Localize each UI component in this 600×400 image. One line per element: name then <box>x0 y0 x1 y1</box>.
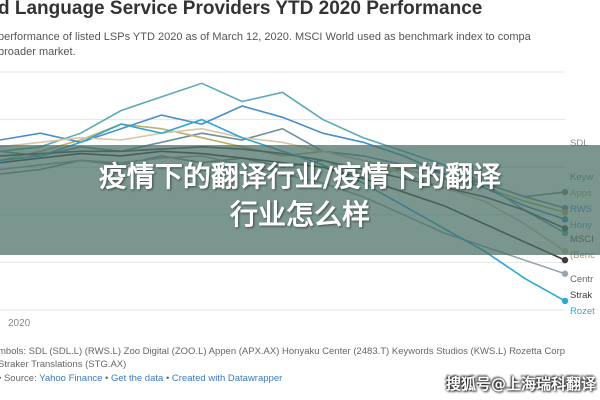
footer-symbols-2: Straker Translations (STG.AX) <box>0 359 126 370</box>
separator-dot: • <box>105 373 109 384</box>
title-overlay-band <box>0 145 600 255</box>
series-label: SDL <box>570 138 588 149</box>
source-link-yahoo[interactable]: Yahoo Finance <box>39 373 103 384</box>
series-label: Strak <box>570 290 592 301</box>
watermark: 搜狐号@上海瑞科翻译 <box>445 375 596 393</box>
datawrapper-link[interactable]: Created with Datawrapper <box>171 373 283 384</box>
source-prefix: • Source: <box>0 373 37 384</box>
series-endpoint-stra <box>561 270 569 277</box>
series-label: Rozet <box>570 306 595 317</box>
series-label: (Benc <box>570 250 595 261</box>
footer-source: • Source: Yahoo Finance • Get the data •… <box>0 373 282 384</box>
get-data-link[interactable]: Get the data <box>111 373 164 384</box>
overlay-title-line-1: 疫情下的翻译行业/疫情下的翻译 <box>98 160 502 193</box>
chart-subtitle: performance of listed LSPs YTD 2020 as o… <box>0 30 600 60</box>
overlay-title: 疫情下的翻译行业/疫情下的翻译 行业怎么样 <box>0 158 600 234</box>
separator-dot: • <box>165 373 170 384</box>
series-endpoint-rozetta <box>561 297 569 305</box>
footer-symbols-line-2: Straker Translations (STG.AX) <box>0 359 127 370</box>
footer-symbols-line-1: mbols: SDL (SDL.L) (RWS.L) Zoo Digital (… <box>0 346 566 357</box>
series-endpoint-strak <box>561 256 569 264</box>
x-tick-label: 2020 <box>8 318 31 329</box>
chart-title: d Language Service Providers YTD 2020 Pe… <box>0 0 483 19</box>
series-label: Centr <box>570 274 593 285</box>
overlay-title-line-2: 行业怎么样 <box>229 198 370 231</box>
subtitle-line-2: broader market. <box>0 46 76 58</box>
subtitle-line-1: performance of listed LSPs YTD 2020 as o… <box>0 31 531 43</box>
footer-symbols: mbols: SDL (SDL.L) (RWS.L) Zoo Digital (… <box>0 346 565 357</box>
